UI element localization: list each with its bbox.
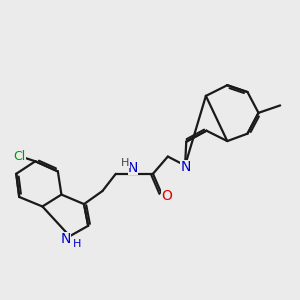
Text: O: O — [161, 189, 172, 203]
Text: N: N — [181, 160, 191, 174]
Text: H: H — [121, 158, 130, 168]
Text: H: H — [73, 239, 81, 249]
Text: N: N — [128, 161, 138, 175]
Text: Cl: Cl — [14, 150, 26, 163]
Text: N: N — [61, 232, 71, 246]
